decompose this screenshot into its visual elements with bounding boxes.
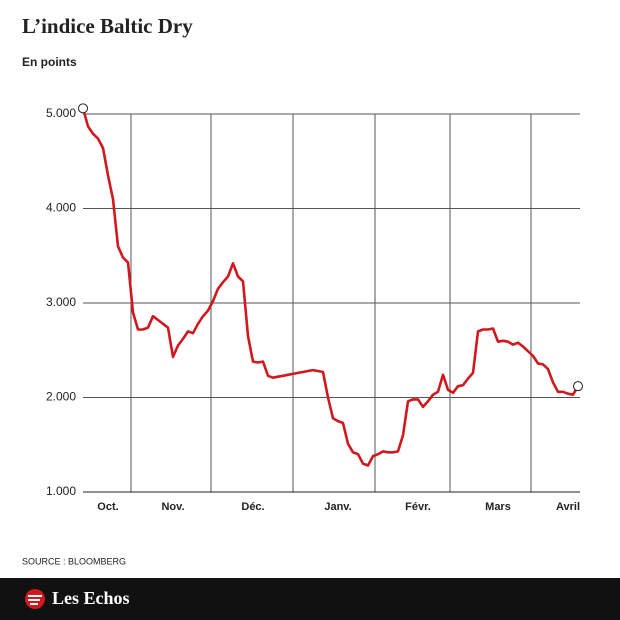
chart-title: L’indice Baltic Dry bbox=[22, 14, 193, 38]
y-tick-label: 4.000 bbox=[46, 201, 76, 215]
x-tick-label: Janv. bbox=[324, 501, 351, 513]
x-tick-label: Nov. bbox=[161, 501, 184, 513]
end-marker bbox=[573, 381, 583, 392]
x-tick-label: Déc. bbox=[241, 501, 264, 513]
x-tick-label: Févr. bbox=[405, 501, 431, 513]
y-tick-label: 2.000 bbox=[46, 390, 76, 404]
end-marker bbox=[78, 103, 88, 114]
chart-subtitle: En points bbox=[22, 55, 77, 69]
x-tick-label: Oct. bbox=[97, 501, 118, 513]
x-tick-label: Mars bbox=[485, 501, 511, 513]
line bbox=[81, 107, 580, 467]
x-tick-label: Avril bbox=[556, 501, 580, 513]
brand: Les Echos bbox=[52, 588, 130, 608]
y-tick-label: 3.000 bbox=[46, 295, 76, 309]
brand-logo-mark bbox=[28, 595, 42, 605]
y-tick-label: 1.000 bbox=[46, 484, 76, 498]
y-tick-label: 5.000 bbox=[46, 106, 76, 120]
footer-bar bbox=[0, 578, 620, 620]
source: SOURCE : BLOOMBERG bbox=[22, 556, 126, 566]
